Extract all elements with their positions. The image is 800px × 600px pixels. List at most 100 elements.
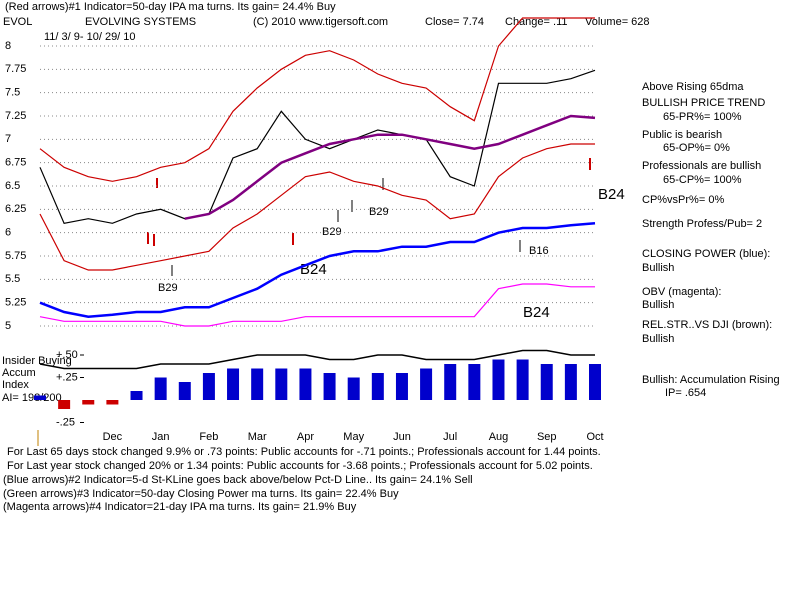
bar (323, 373, 336, 400)
volume: Volume= 628 (585, 16, 650, 28)
side-text: 65-CP%= 100% (663, 174, 742, 186)
side-text: Above Rising 65dma (642, 81, 744, 93)
side-text: Professionals are bullish (642, 160, 761, 172)
y-tick-label: 5.75 (5, 250, 26, 262)
bar (154, 377, 167, 400)
date-range: 11/ 3/ 9- 10/ 29/ 10 (44, 31, 136, 43)
annotation: B24 (598, 186, 625, 203)
series-line (39, 143, 595, 271)
side-text: Public is bearish (642, 129, 722, 141)
y-tick-label: 7.75 (5, 63, 26, 75)
bar (178, 382, 191, 400)
side-text: BULLISH PRICE TREND (642, 97, 765, 109)
x-tick-label: Jun (393, 431, 411, 443)
bar (420, 368, 433, 400)
x-tick-label: Sep (537, 431, 557, 443)
y-tick-label: 6 (5, 227, 11, 239)
annotation: B29 (369, 206, 389, 218)
accum-label: Index (2, 379, 29, 391)
bar (299, 368, 312, 400)
y-tick-label: 6.75 (5, 157, 26, 169)
y-tick-label: +.50 (56, 349, 78, 361)
close: Close= 7.74 (425, 16, 484, 28)
change: Change= .11 (505, 16, 568, 28)
side-text: Bullish: Accumulation Rising (642, 374, 780, 386)
accum-label: Insider Buying (2, 355, 72, 367)
y-tick-label: 6.25 (5, 203, 26, 215)
series-line (39, 349, 595, 370)
bar (371, 373, 384, 400)
bar (130, 391, 143, 400)
y-tick-label: 7.25 (5, 110, 26, 122)
bar (82, 400, 95, 405)
bar (468, 364, 481, 400)
header-line: (Red arrows)#1 Indicator=50-day IPA ma t… (5, 1, 336, 13)
x-tick-label: Jul (443, 431, 457, 443)
y-tick-label: 7.5 (5, 87, 20, 99)
side-text: IP= .654 (665, 387, 706, 399)
company: EVOLVING SYSTEMS (85, 16, 196, 28)
footer-text: (Blue arrows)#2 Indicator=5-d St-KLine g… (3, 474, 473, 486)
y-tick-label: 7 (5, 133, 11, 145)
side-text: REL.STR..VS DJI (brown): (642, 319, 772, 331)
bar (34, 395, 46, 400)
series-line (39, 222, 596, 318)
series-line (184, 114, 596, 220)
x-tick-label: Feb (199, 431, 218, 443)
bar (589, 364, 601, 400)
x-tick-label: Oct (586, 431, 603, 443)
buy-arrows (171, 178, 521, 276)
y-tick-label: -.25 (56, 416, 75, 428)
y-tick-label: 5.5 (5, 273, 20, 285)
side-text: Bullish (642, 262, 674, 274)
bar (251, 368, 264, 400)
bar (106, 400, 119, 405)
side-text: Bullish (642, 299, 674, 311)
symbol: EVOL (3, 16, 32, 28)
annotation: B24 (523, 304, 550, 321)
x-tick-label: May (343, 431, 364, 443)
copyright: (C) 2010 www.tigersoft.com (253, 16, 388, 28)
y-tick-label: 5.25 (5, 297, 26, 309)
x-tick-label: Dec (103, 431, 123, 443)
side-text: 65-OP%= 0% (663, 142, 730, 154)
y-tick-label: 6.5 (5, 180, 20, 192)
x-tick-label: Jan (152, 431, 170, 443)
bar (275, 368, 288, 400)
side-text: Strength Profess/Pub= 2 (642, 218, 762, 230)
side-text: OBV (magenta): (642, 286, 721, 298)
annotation: B29 (158, 282, 178, 294)
series-line (39, 17, 595, 182)
y-tick-label: +.25 (56, 371, 78, 383)
footer-text: For Last 65 days stock changed 9.9% or .… (7, 446, 601, 458)
footer-text: For Last year stock changed 20% or 1.34 … (7, 460, 593, 472)
bar (444, 364, 457, 400)
x-tick-label: Aug (489, 431, 509, 443)
y-tick-label: 5 (5, 320, 11, 332)
y-tick-label: 8 (5, 40, 11, 52)
footer-text: (Magenta arrows)#4 Indicator=21-day IPA … (3, 501, 357, 513)
bar (564, 364, 577, 400)
footer-text: (Green arrows)#3 Indicator=50-day Closin… (3, 488, 399, 500)
x-tick-label: Apr (297, 431, 314, 443)
annotation: B29 (322, 226, 342, 238)
accum-label: Accum (2, 367, 36, 379)
bar (202, 373, 215, 400)
side-text: Bullish (642, 333, 674, 345)
side-text: 65-PR%= 100% (663, 111, 742, 123)
bar (227, 368, 240, 400)
accum-label: AI= 198/200 (2, 392, 62, 404)
x-tick-label: Mar (248, 431, 267, 443)
bar (58, 400, 71, 409)
bar (516, 359, 529, 400)
annotation: B16 (529, 245, 549, 257)
bar (347, 377, 360, 400)
bar (492, 359, 505, 400)
series-line (39, 69, 596, 224)
bar (540, 364, 553, 400)
side-text: CLOSING POWER (blue): (642, 248, 770, 260)
series-line (39, 283, 595, 327)
side-text: CP%vsPr%= 0% (642, 194, 724, 206)
